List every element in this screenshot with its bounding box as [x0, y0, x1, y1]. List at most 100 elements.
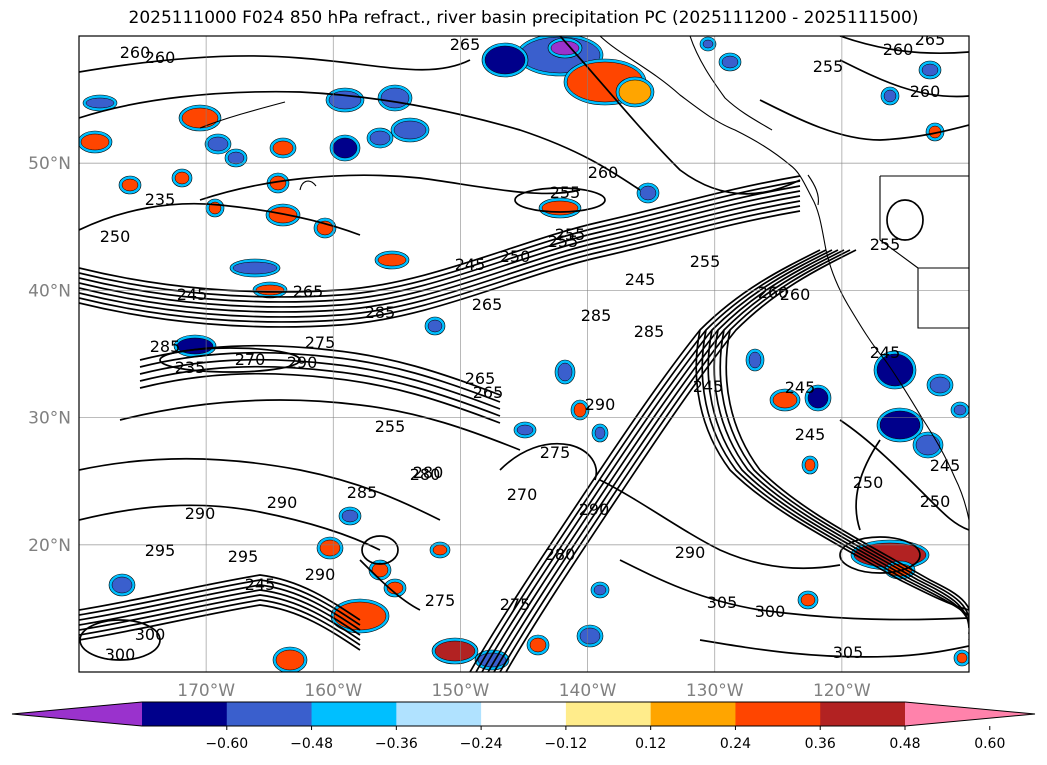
contour-label: 300 — [135, 625, 166, 644]
colorbar-tick-label: −0.36 — [375, 736, 418, 752]
contour-label: 290 — [585, 395, 616, 414]
contour-label: 280 — [545, 545, 576, 564]
longitude-label: 120°W — [813, 681, 871, 701]
contour-label: 255 — [555, 225, 586, 244]
contour-label: 260 — [588, 163, 619, 182]
contour-label: 255 — [550, 183, 581, 202]
contour-label: 265 — [472, 295, 503, 314]
contour-label: 245 — [795, 425, 826, 444]
contour-label: 285 — [150, 337, 181, 356]
contour-label: 245 — [245, 575, 276, 594]
longitude-label: 150°W — [432, 681, 490, 701]
refractivity-contour-layer — [79, 36, 969, 672]
colorbar-tick-label: 0.36 — [805, 736, 836, 752]
colorbar-tick-label: 0.60 — [974, 736, 1005, 752]
contour-label: 245 — [870, 343, 901, 362]
contour-label: 260 — [910, 82, 941, 101]
contour-label: 285 — [581, 306, 612, 325]
latitude-label: 40°N — [28, 281, 71, 301]
contour-label: 260 — [758, 283, 789, 302]
contour-label: 245 — [930, 456, 961, 475]
contour-label: 290 — [579, 500, 610, 519]
contour-label: 255 — [813, 57, 844, 76]
contour-label: 260 — [145, 48, 176, 67]
contour-label: 300 — [105, 645, 136, 664]
contour-label: 265 — [293, 282, 324, 301]
contour-label: 245 — [693, 377, 724, 396]
colorbar-extend-high — [905, 702, 1035, 726]
colorbar-tick-label: −0.48 — [290, 736, 333, 752]
contour-label: 255 — [548, 232, 579, 251]
contour-label: 245 — [785, 378, 816, 397]
contour-label: 250 — [920, 492, 951, 511]
longitude-label: 130°W — [686, 681, 744, 701]
longitude-label: 160°W — [304, 681, 362, 701]
contour-label: 275 — [540, 443, 571, 462]
contour-label: 290 — [185, 504, 216, 523]
colorbar-segment — [226, 702, 313, 726]
contour-label: 285 — [365, 303, 396, 322]
contour-label: 250 — [100, 227, 131, 246]
colorbar-tick-label: −0.60 — [205, 736, 248, 752]
contour-label: 295 — [145, 541, 176, 560]
contour-label: 245 — [177, 285, 208, 304]
contour-label: 290 — [287, 353, 318, 372]
contour-label: 260 — [780, 285, 811, 304]
contour-label: 300 — [755, 602, 786, 621]
contour-label: 285 — [634, 322, 665, 341]
contour-label: 260 — [883, 40, 914, 59]
contour-label: 280 — [410, 465, 441, 484]
colorbar-tick-label: −0.12 — [544, 736, 587, 752]
contour-label: 280 — [413, 463, 444, 482]
colorbar-segment — [820, 702, 906, 726]
contour-label: 260 — [120, 43, 151, 62]
contour-label: 255 — [375, 417, 406, 436]
contour-label: 265 — [450, 35, 481, 54]
colorbar-extend-low — [12, 702, 142, 726]
colorbar: −0.60 −0.48 −0.36 −0.24 −0.12 0.12 0.24 0.36 0.4… — [11, 701, 1036, 752]
contour-label: 290 — [305, 565, 336, 584]
contour-label: 250 — [853, 473, 884, 492]
contour-label: 255 — [690, 252, 721, 271]
contour-label: 305 — [833, 643, 864, 662]
contour-label: 290 — [675, 543, 706, 562]
contour-label: 295 — [228, 547, 259, 566]
colorbar-segment — [735, 702, 821, 726]
latitude-label: 20°N — [28, 536, 71, 556]
colorbar-segment — [142, 702, 228, 726]
latitude-label: 30°N — [28, 409, 71, 429]
colorbar-segment — [565, 702, 652, 726]
contour-label: 235 — [145, 190, 176, 209]
longitude-label: 140°W — [559, 681, 617, 701]
colorbar-tick-label: 0.12 — [635, 736, 666, 752]
latitude-label: 50°N — [28, 154, 71, 174]
contour-label: 275 — [425, 591, 456, 610]
colorbar-segment — [481, 702, 567, 726]
contour-label: 265 — [915, 30, 946, 49]
contour-label: 275 — [500, 595, 531, 614]
longitude-label: 170°W — [177, 681, 235, 701]
grid-layer — [79, 36, 969, 672]
contour-label: 265 — [473, 383, 504, 402]
colorbar-tick-label: −0.24 — [460, 736, 503, 752]
map-frame — [78, 35, 970, 673]
contour-label: 245 — [625, 270, 656, 289]
contour-label: 265 — [465, 369, 496, 388]
colorbar-segment — [650, 702, 736, 726]
contour-label: 270 — [507, 485, 538, 504]
coastline-layer — [199, 36, 969, 521]
contour-label: 270 — [235, 350, 266, 369]
colorbar-tick-label: 0.48 — [889, 736, 920, 752]
latitude-labels: 50°N 40°N 30°N 20°N — [28, 154, 71, 556]
contour-label: 235 — [175, 358, 206, 377]
colorbar-tick-label: 0.24 — [720, 736, 751, 752]
contour-label: 275 — [305, 333, 336, 352]
contour-label: 255 — [870, 235, 901, 254]
contour-label: 245 — [455, 255, 486, 274]
map-title: 2025111000 F024 850 hPa refract., river … — [128, 8, 919, 28]
contour-label: 290 — [267, 493, 298, 512]
colorbar-segment — [396, 702, 482, 726]
